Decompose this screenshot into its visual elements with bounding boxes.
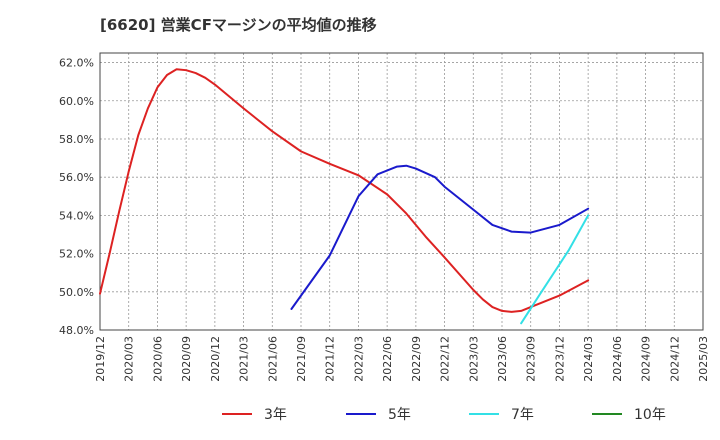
y-tick-labels: 48.0% 50.0% 52.0% 54.0% 56.0% 58.0% 60.0% 62.0%	[59, 57, 94, 337]
x-tick-label: 2023/06	[496, 336, 509, 382]
x-tick-label: 2019/12	[94, 336, 107, 382]
x-tick-label: 2022/06	[381, 336, 394, 382]
series-line-1	[290, 164, 590, 310]
x-tick-label: 2021/03	[238, 336, 251, 382]
y-tick-label: 58.0%	[59, 133, 94, 146]
series-line-0	[99, 68, 590, 313]
y-tick-label: 54.0%	[59, 209, 94, 222]
x-tick-label: 2024/06	[611, 336, 624, 382]
y-tick-label: 48.0%	[59, 324, 94, 337]
series-line-2	[520, 214, 590, 325]
legend-label-3: 10年	[634, 407, 666, 423]
x-tick-label: 2025/03	[697, 336, 710, 382]
x-tick-label: 2024/09	[640, 336, 653, 382]
x-tick-label: 2022/03	[352, 336, 365, 382]
series-layer	[99, 68, 590, 325]
plot-frame	[99, 52, 704, 331]
x-tick-labels: 2019/12 2020/03 2020/06 2020/09 2020/12 2021/…	[94, 336, 710, 382]
x-tick-label: 2021/06	[266, 336, 279, 382]
x-tick-label: 2021/09	[295, 336, 308, 382]
y-tick-label: 50.0%	[59, 286, 94, 299]
legend: 3年 5年 7年 10年	[222, 407, 666, 423]
x-tick-label: 2021/12	[324, 336, 337, 382]
y-tick-label: 62.0%	[59, 57, 94, 70]
y-tick-label: 56.0%	[59, 171, 94, 184]
x-tick-label: 2020/12	[209, 336, 222, 382]
x-tick-label: 2022/09	[410, 336, 423, 382]
x-tick-label: 2022/12	[439, 336, 452, 382]
x-tick-label: 2020/09	[180, 336, 193, 382]
x-tick-label: 2023/12	[553, 336, 566, 382]
x-tick-label: 2020/03	[123, 336, 136, 382]
legend-label-0: 3年	[264, 407, 287, 423]
y-tick-label: 52.0%	[59, 248, 94, 261]
x-tick-label: 2023/03	[467, 336, 480, 382]
x-tick-label: 2020/06	[151, 336, 164, 382]
x-tick-label: 2024/03	[582, 336, 595, 382]
x-tick-label: 2024/12	[668, 336, 681, 382]
legend-label-2: 7年	[511, 407, 534, 423]
y-tick-label: 60.0%	[59, 95, 94, 108]
x-tick-label: 2023/09	[525, 336, 538, 382]
grid-layer	[99, 53, 704, 331]
chart-title: [6620] 営業CFマージンの平均値の推移	[100, 16, 377, 34]
legend-label-1: 5年	[388, 407, 411, 423]
